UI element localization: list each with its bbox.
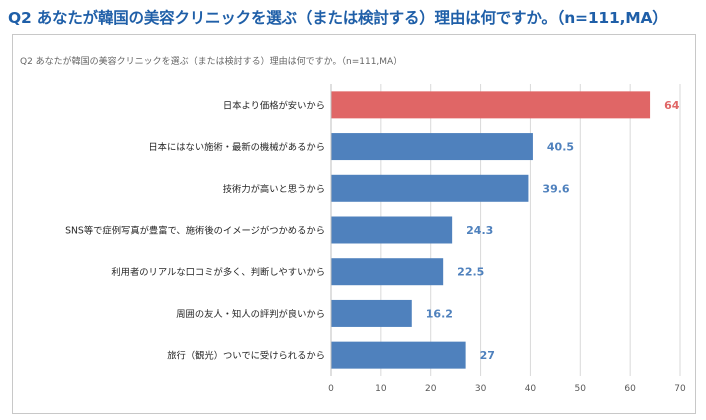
x-tick-label: 20 [425, 384, 437, 394]
value-label: 40.5 [547, 141, 574, 154]
chart-title: Q2 あなたが韓国の美容クリニックを選ぶ（または検討する）理由は何ですか。（n=… [20, 57, 403, 67]
bar [331, 174, 529, 202]
category-label: 利用者のリアルな口コミが多く、判断しやすいから [111, 266, 325, 278]
x-tick-label: 10 [375, 384, 387, 394]
category-label: 日本より価格が安いから [223, 99, 325, 111]
value-label: 39.6 [542, 182, 569, 195]
x-tick-label: 70 [674, 384, 686, 394]
x-tick-label: 50 [575, 384, 587, 394]
bar [331, 216, 453, 244]
bar [331, 91, 651, 119]
x-tick-label: 30 [475, 384, 487, 394]
category-label: SNS等で症例写真が豊富で、施術後のイメージがつかめるから [65, 225, 325, 237]
page-title: Q2 あなたが韓国の美容クリニックを選ぶ（または検討する）理由は何ですか。（n=… [8, 9, 668, 27]
x-tick-label: 40 [525, 384, 537, 394]
bar [331, 258, 444, 286]
bar [331, 341, 466, 369]
value-label: 16.2 [426, 307, 453, 320]
value-label: 27 [480, 349, 495, 362]
value-label: 22.5 [457, 266, 484, 279]
x-tick-label: 60 [624, 384, 636, 394]
category-label: 周囲の友人・知人の評判が良いから [176, 308, 325, 320]
value-label: 64 [664, 99, 680, 112]
category-label: 技術力が高いと思うから [223, 183, 325, 195]
x-tick-label: 0 [328, 384, 334, 394]
bar [331, 133, 533, 161]
category-label: 日本にはない施術・最新の機械があるから [148, 141, 325, 153]
category-label: 旅行（観光）ついでに受けられるから [167, 350, 325, 362]
bar [331, 299, 412, 327]
value-label: 24.3 [466, 224, 493, 237]
